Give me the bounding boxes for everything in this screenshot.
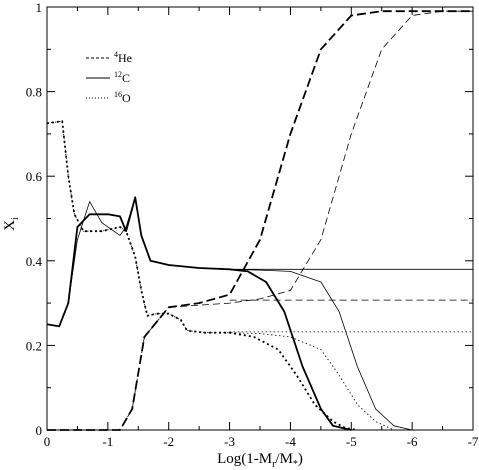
x-tick-label: -3 — [224, 434, 235, 449]
x-axis-title: Log(1-Mr/M*) — [217, 451, 303, 470]
legend-label-o: 16O — [114, 90, 131, 105]
x-tick-label: -2 — [163, 434, 174, 449]
y-tick-label: 0.6 — [26, 169, 43, 184]
series-he-line — [47, 10, 473, 431]
x-tick-label: -5 — [346, 434, 357, 449]
y-axis-title: Xi — [2, 217, 21, 231]
series-o-line — [46, 120, 395, 431]
series-he-line — [47, 10, 473, 431]
y-tick-label: 1 — [36, 0, 43, 15]
series-c-line — [46, 196, 352, 431]
axis-ticks: 0 -1 -2 -3 -4 -5 -6 -7 0 0.2 0.4 0.6 0.8 1 — [26, 0, 479, 449]
plot-frame — [46, 6, 474, 431]
legend-label-he: 4He — [114, 50, 132, 65]
x-tick-label: -4 — [285, 434, 296, 449]
x-tick-label: -6 — [407, 434, 418, 449]
y-tick-label: 0.2 — [26, 338, 42, 353]
x-tick-label: -7 — [468, 434, 479, 449]
series-group — [46, 10, 473, 431]
y-tick-label: 0.4 — [26, 254, 43, 269]
x-tick-label: -1 — [102, 434, 113, 449]
legend: 4He 12C 16O — [86, 50, 132, 105]
y-tick-label: 0 — [36, 423, 43, 438]
y-tick-label: 0.8 — [26, 85, 42, 100]
series-c-line — [46, 196, 413, 431]
x-tick-label: 0 — [44, 434, 51, 449]
legend-label-c: 12C — [114, 70, 130, 85]
